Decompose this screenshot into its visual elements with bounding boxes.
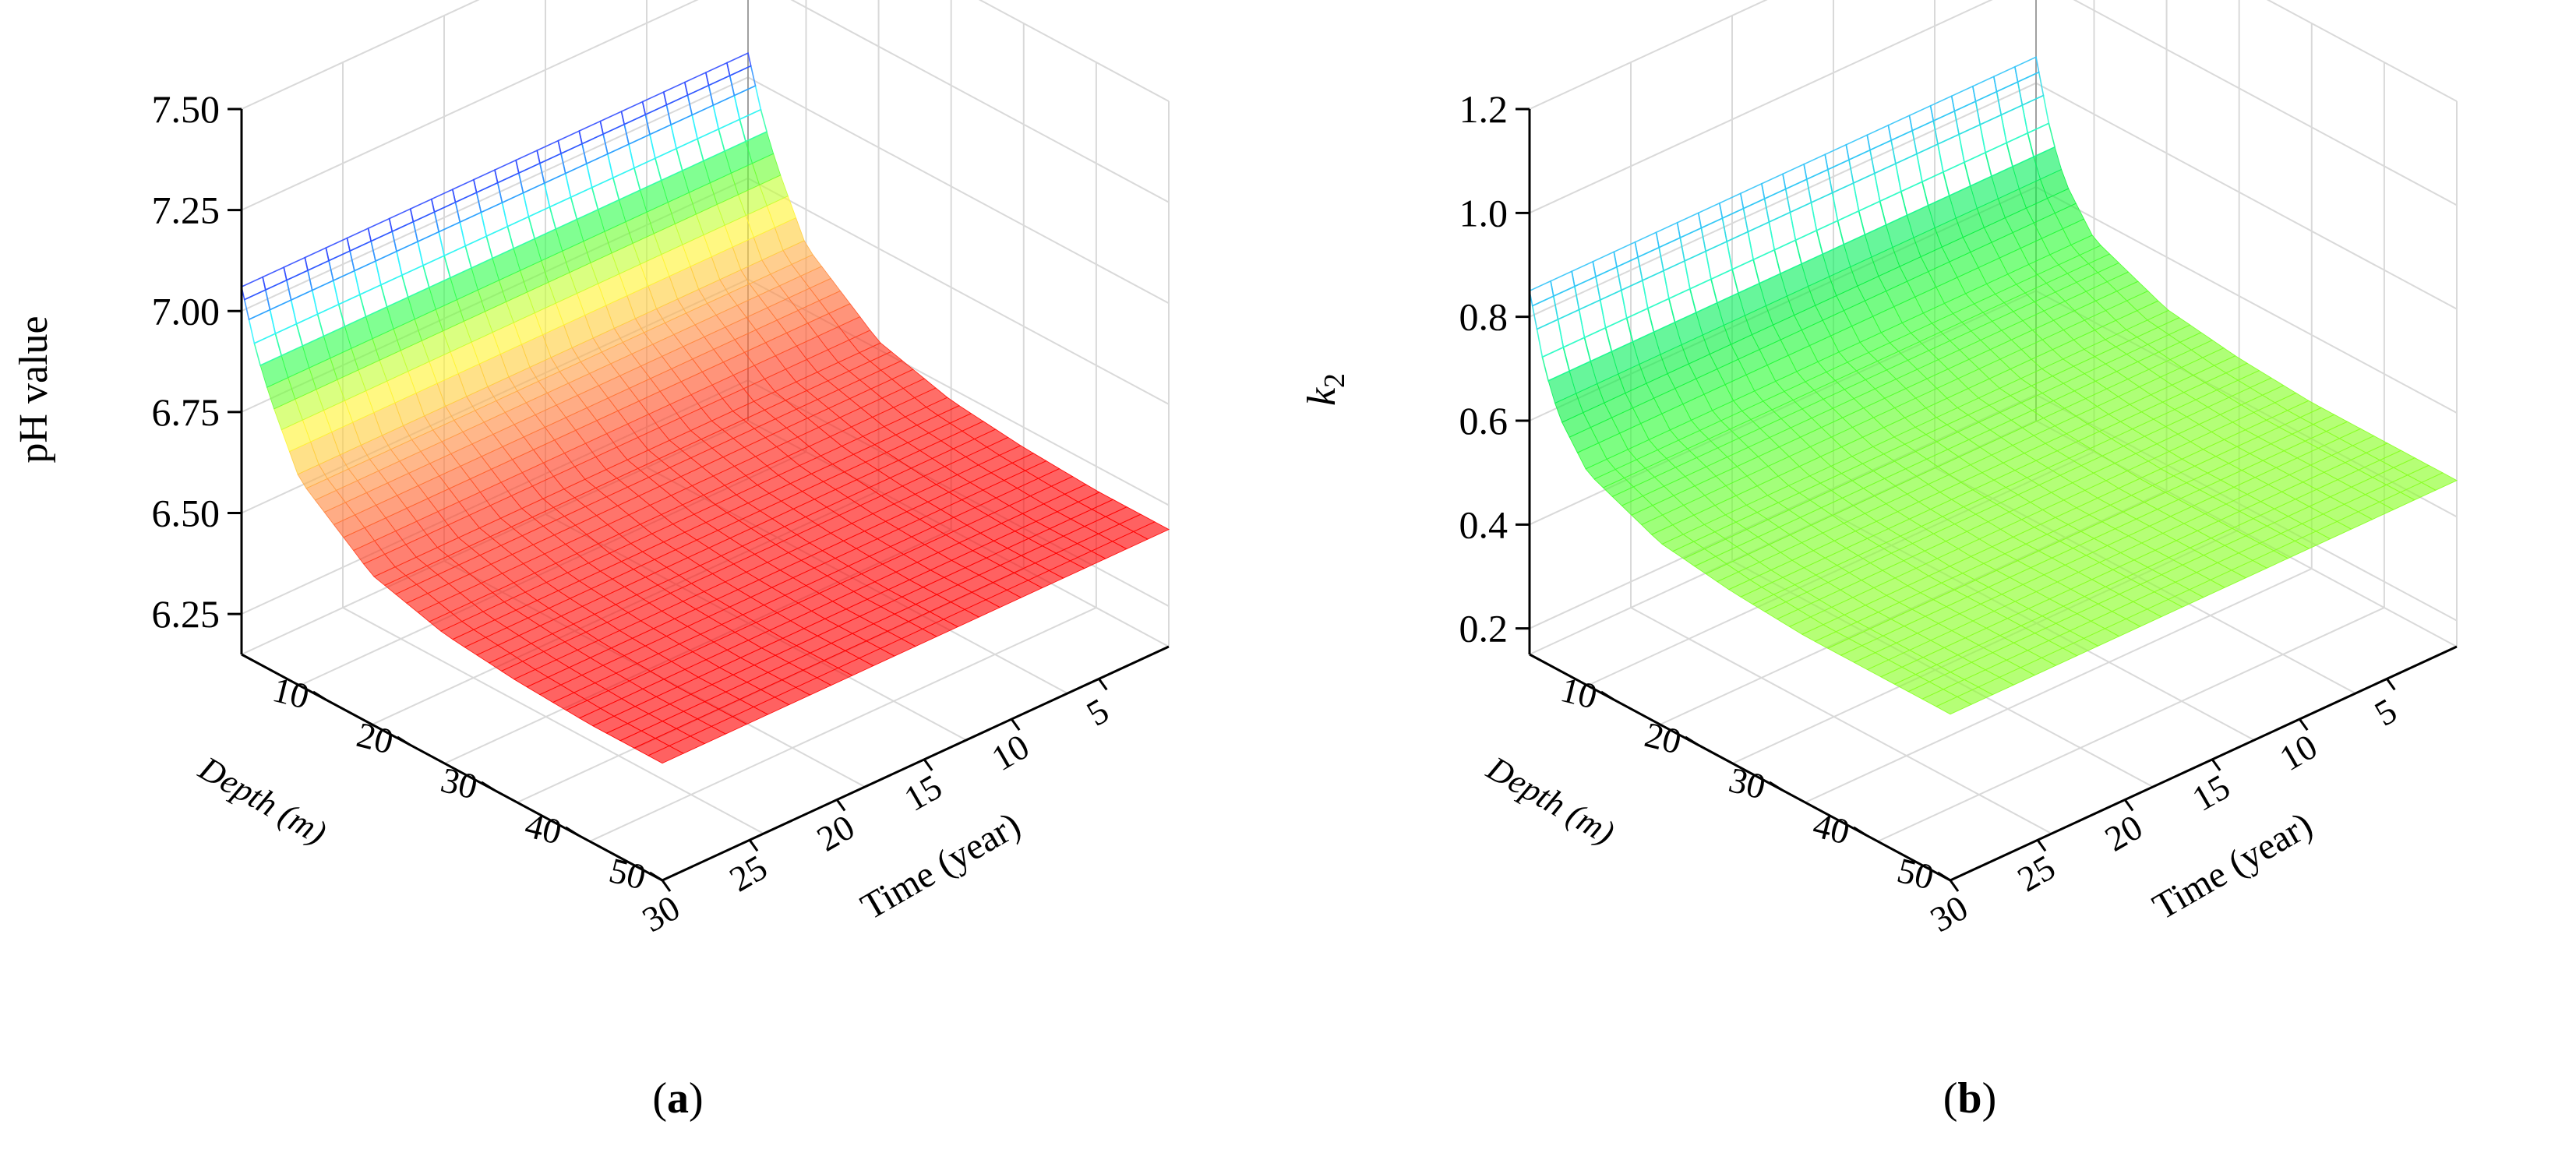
depth-axis-label: Depth (m) [1480, 749, 1621, 852]
depth-tick-label: 40 [1809, 805, 1854, 852]
chart-a-plot: 6.25 6.50 6.75 7.00 7.25 7.50 pH value 10 20 30 40… [12, 0, 1170, 940]
time-tick-label: 25 [723, 847, 774, 899]
time-tick-label: 30 [636, 887, 686, 940]
depth-tick [1937, 871, 1951, 882]
caption-b: (b) [1943, 1074, 1997, 1123]
surface-cell [241, 276, 266, 301]
time-axis-label: Time (year) [854, 804, 1027, 928]
depth-tick [312, 690, 326, 701]
chart-b-surface [1529, 56, 2458, 715]
time-tick [2123, 799, 2134, 812]
floor-gridline [1877, 607, 2385, 842]
z-tick-label: 0.6 [1459, 399, 1509, 443]
time-tick-label: 10 [2273, 726, 2324, 778]
depth-tick-label: 50 [1893, 850, 1938, 897]
depth-tick-label: 10 [269, 669, 313, 717]
depth-axis-line [1529, 653, 1951, 882]
wall-gridline [241, 0, 1170, 110]
wall-gridline [1529, 0, 2458, 214]
time-tick-label: 5 [2368, 690, 2403, 734]
time-tick [2386, 678, 2396, 691]
depth-tick [565, 826, 579, 837]
time-axis-line [662, 645, 1170, 882]
z-tick-label: 0.4 [1459, 502, 1509, 546]
floor-gridline [589, 607, 1097, 842]
time-tick-label: 30 [1924, 887, 1974, 940]
time-tick [2299, 718, 2309, 731]
depth-tick [649, 871, 663, 882]
time-tick [835, 799, 846, 812]
time-tick-label: 20 [2098, 807, 2149, 859]
time-tick [661, 880, 672, 892]
depth-axis-line [241, 653, 663, 882]
wall-gridline [241, 0, 1170, 211]
chart-b-plot: 0.2 0.4 0.6 0.8 1.0 1.2 k2 10 20 30 40 50 5 10 15 20 25 3… [1300, 0, 2458, 940]
depth-tick-label: 50 [605, 850, 650, 897]
time-tick [2036, 839, 2047, 852]
depth-tick [1685, 735, 1699, 746]
depth-tick-label: 30 [1725, 760, 1770, 807]
z-tick-label: 1.2 [1459, 87, 1509, 131]
panel-b: 0.2 0.4 0.6 0.8 1.0 1.2 k2 10 20 30 40 50 5 10 15 20 25 3… [1288, 0, 2576, 1153]
z-axis-label: pH value [12, 316, 56, 463]
time-axis-line [1950, 645, 2458, 882]
time-tick [1011, 718, 1021, 731]
time-tick [1949, 880, 1960, 892]
time-tick-label: 20 [810, 807, 861, 859]
z-axis-label: k2 [1300, 373, 1351, 406]
floor-gridline [1630, 607, 2052, 834]
depth-tick-label: 10 [1557, 669, 1601, 717]
depth-tick-label: 20 [1641, 714, 1685, 762]
chart-a-svg: 6.25 6.50 6.75 7.00 7.25 7.50 pH value 10 20 30 40… [12, 0, 1170, 940]
time-tick-label: 15 [2186, 767, 2236, 819]
chart-a-surface [241, 51, 1170, 764]
time-tick [2211, 758, 2221, 771]
panel-a: 6.25 6.50 6.75 7.00 7.25 7.50 pH value 10 20 30 40… [12, 0, 1170, 1123]
z-tick-label: 7.25 [152, 189, 221, 232]
depth-tick-label: 40 [521, 805, 566, 852]
surface-cell [1529, 280, 1554, 307]
time-tick-label: 25 [2011, 847, 2062, 899]
z-tick-label: 7.00 [152, 289, 221, 333]
time-tick-label: 5 [1080, 690, 1115, 734]
depth-tick [397, 735, 411, 746]
wall-gridline [1529, 0, 2458, 110]
z-tick-label: 0.2 [1459, 607, 1509, 651]
depth-axis-label: Depth (m) [192, 749, 333, 852]
floor-gridline [342, 607, 764, 834]
time-tick-label: 15 [898, 767, 948, 819]
depth-tick [1853, 826, 1867, 837]
z-tick-label: 6.50 [152, 492, 221, 535]
z-tick-label: 6.25 [152, 592, 221, 636]
caption-a: (a) [652, 1074, 704, 1123]
time-tick [748, 839, 759, 852]
time-tick [923, 758, 933, 771]
time-axis-label: Time (year) [2146, 804, 2319, 928]
floor-gridline [1805, 568, 2313, 803]
depth-tick-label: 30 [437, 760, 482, 807]
depth-tick [1769, 781, 1783, 792]
time-tick [1098, 678, 1108, 691]
depth-tick [481, 781, 495, 792]
z-tick-label: 0.8 [1459, 295, 1509, 339]
z-tick-label: 7.50 [152, 87, 221, 131]
chart-b-svg: 0.2 0.4 0.6 0.8 1.0 1.2 k2 10 20 30 40 50 5 10 15 20 25 3… [1300, 0, 2458, 940]
z-tick-label: 6.75 [152, 390, 221, 434]
depth-tick-label: 20 [353, 714, 397, 762]
depth-tick [1600, 690, 1614, 701]
z-tick-label: 1.0 [1459, 191, 1509, 234]
time-tick-label: 10 [985, 726, 1036, 778]
